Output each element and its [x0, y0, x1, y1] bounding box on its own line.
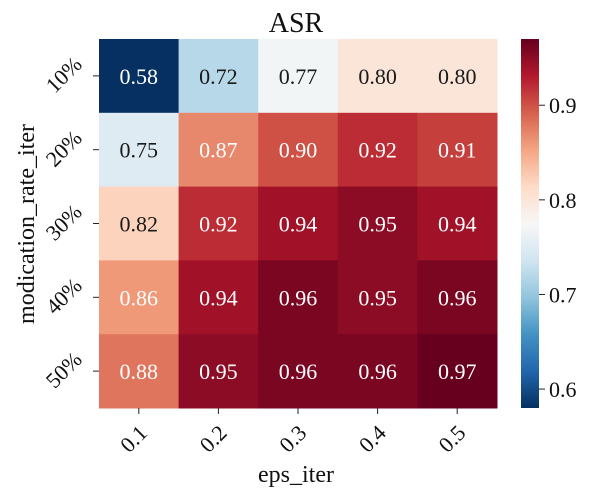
heatmap-cell: [178, 334, 259, 409]
chart-title: ASR: [269, 8, 324, 39]
colorbar-tick-label: 0.9: [549, 93, 577, 118]
x-tick-label: 0.5: [433, 420, 470, 457]
heatmap-cell: [99, 334, 180, 409]
heatmap-value-label: 0.94: [438, 212, 477, 237]
heatmap-value-label: 0.95: [358, 212, 397, 237]
y-tick-label: 50%: [41, 347, 87, 393]
heatmap-value-label: 0.96: [358, 359, 397, 384]
x-tick-label: 0.3: [274, 420, 311, 457]
heatmap-value-label: 0.82: [120, 212, 159, 237]
colorbar-tick-label: 0.7: [549, 282, 577, 307]
heatmap-value-label: 0.92: [358, 138, 397, 163]
heatmap-value-label: 0.95: [199, 359, 238, 384]
x-tick-label: 0.1: [115, 420, 152, 457]
y-axis-ticks: 10% 20% 30% 40% 50%: [41, 51, 99, 393]
colorbar-tick-label: 0.8: [549, 188, 577, 213]
heatmap-cell: [337, 112, 418, 188]
heatmap-cell: [417, 260, 498, 335]
heatmap-cell: [258, 112, 339, 188]
heatmap-value-label: 0.95: [358, 285, 397, 310]
colorbar-tick-label: 0.6: [549, 377, 577, 402]
heatmap-cell: [258, 39, 339, 114]
heatmap-value-label: 0.58: [120, 64, 159, 89]
heatmap-cell: [417, 39, 498, 114]
heatmap-cell: [99, 186, 180, 261]
y-axis-label: modication_rate_iter: [14, 124, 40, 324]
heatmap-cell: [417, 334, 498, 409]
heatmap-value-label: 0.87: [199, 138, 238, 163]
heatmap-value-label: 0.75: [120, 138, 159, 163]
heatmap-value-label: 0.96: [279, 285, 318, 310]
heatmap-value-labels: 0.58 0.72 0.77 0.80 0.80 0.75 0.87 0.90 0.92 0.91…: [120, 64, 477, 384]
heatmap-cell: [258, 260, 339, 335]
heatmap-cell: [99, 112, 180, 188]
x-tick-label: 0.2: [195, 420, 232, 457]
heatmap-value-label: 0.77: [279, 64, 318, 89]
heatmap-cell: [337, 260, 418, 335]
x-axis-ticks: 0.1 0.2 0.3 0.4 0.5: [115, 408, 470, 457]
heatmap-value-label: 0.91: [438, 138, 477, 163]
heatmap-value-label: 0.80: [438, 64, 477, 89]
y-tick-label: 30%: [41, 199, 87, 245]
heatmap-cell: [258, 334, 339, 409]
heatmap-value-label: 0.94: [279, 212, 318, 237]
y-tick-label: 40%: [41, 273, 87, 319]
y-tick-label: 10%: [41, 51, 87, 97]
heatmap-value-label: 0.97: [438, 359, 477, 384]
heatmap-cell: [417, 186, 498, 261]
heatmap-value-label: 0.80: [358, 64, 397, 89]
heatmap-value-label: 0.96: [438, 285, 477, 310]
heatmap-value-label: 0.72: [199, 64, 238, 89]
heatmap-value-label: 0.96: [279, 359, 318, 384]
x-tick-label: 0.4: [354, 420, 391, 457]
heatmap-value-label: 0.92: [199, 212, 238, 237]
heatmap-value-label: 0.86: [120, 285, 159, 310]
heatmap-value-label: 0.94: [199, 285, 238, 310]
heatmap-value-label: 0.88: [120, 359, 159, 384]
heatmap-cell: [417, 112, 498, 188]
x-axis-label: eps_iter: [258, 462, 334, 488]
y-tick-label: 20%: [41, 125, 87, 171]
heatmap-cell: [178, 186, 259, 261]
heatmap-cell: [99, 260, 180, 335]
heatmap-cell: [258, 186, 339, 261]
heatmap-cell: [178, 260, 259, 335]
heatmap-cell: [337, 39, 418, 114]
heatmap-cell: [99, 39, 180, 114]
heatmap-cell: [337, 334, 418, 409]
heatmap-cells: [99, 39, 498, 409]
colorbar-ticks: 0.6 0.7 0.8 0.9: [539, 93, 577, 402]
colorbar: [521, 39, 539, 408]
heatmap-cell: [178, 112, 259, 188]
heatmap-cell: [178, 39, 259, 114]
heatmap-value-label: 0.90: [279, 138, 318, 163]
heatmap-cell: [337, 186, 418, 261]
